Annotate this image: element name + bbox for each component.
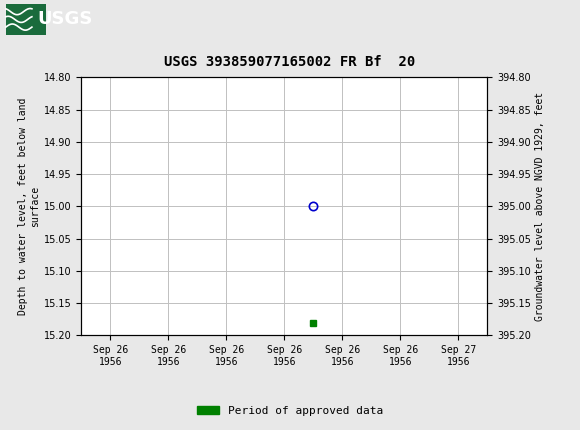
Y-axis label: Depth to water level, feet below land
surface: Depth to water level, feet below land su…	[18, 98, 39, 315]
FancyBboxPatch shape	[6, 4, 46, 35]
Y-axis label: Groundwater level above NGVD 1929, feet: Groundwater level above NGVD 1929, feet	[535, 92, 545, 321]
Text: USGS 393859077165002 FR Bf  20: USGS 393859077165002 FR Bf 20	[164, 55, 416, 69]
Text: USGS: USGS	[38, 10, 93, 28]
Legend: Period of approved data: Period of approved data	[193, 401, 387, 420]
